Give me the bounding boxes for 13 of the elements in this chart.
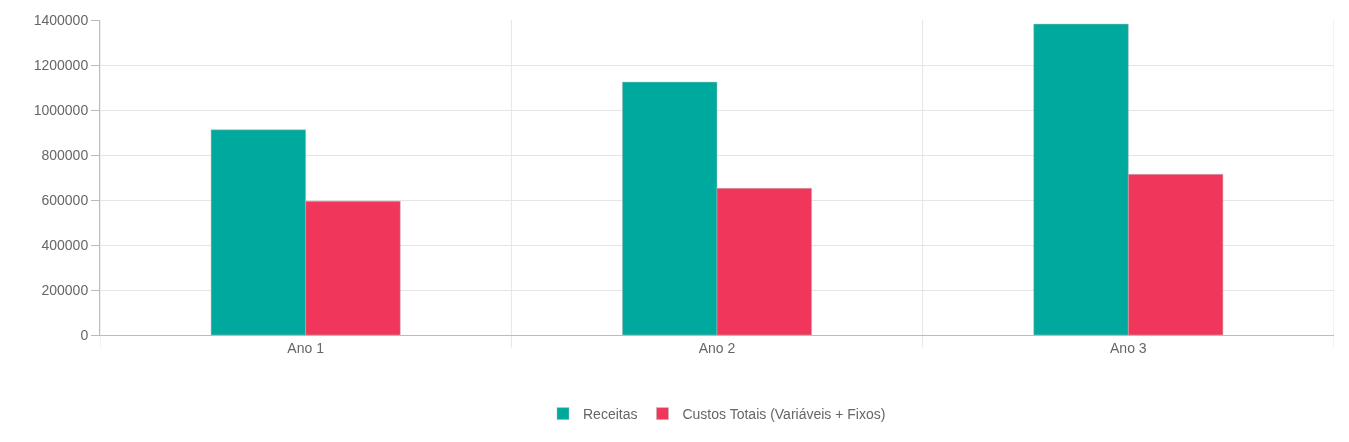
y-tick-label: 1000000 [33,101,89,118]
y-tick-label: 0 [80,326,89,343]
y-tick-label: 1400000 [33,11,89,28]
y-tick-label: 1200000 [33,56,89,73]
x-tick-label: Ano 3 [1110,339,1147,356]
y-tick-label: 800000 [41,146,89,163]
x-tick-label: Ano 1 [287,339,325,356]
legend-label: Custos Totais (Variáveis + Fixos) [682,406,886,423]
y-tick-label: 600000 [41,191,89,208]
legend-label: Receitas [583,406,638,423]
y-tick-label: 200000 [41,281,89,298]
x-tick-label: Ano 2 [698,339,736,356]
y-tick-label: 400000 [41,236,89,253]
